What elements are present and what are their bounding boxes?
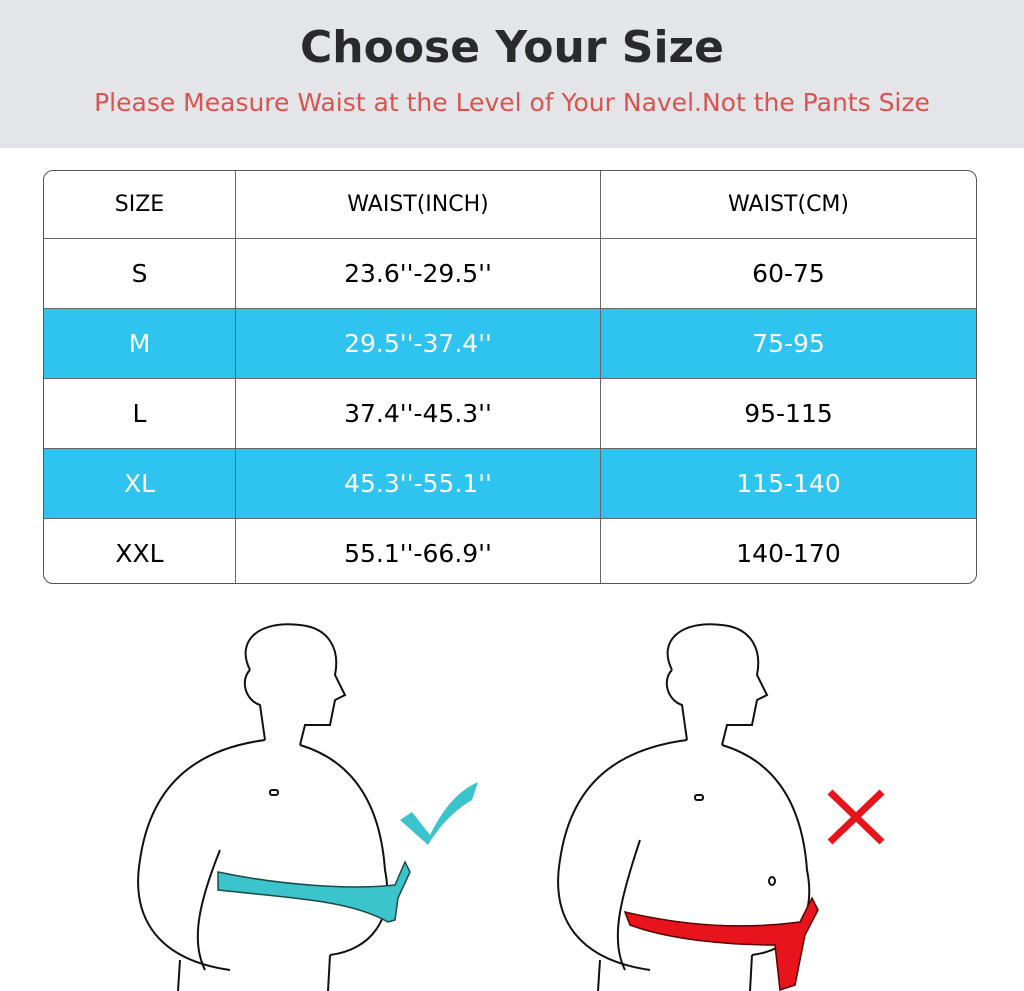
page-title: Choose Your Size [299,22,725,73]
size-cell: M [44,309,236,378]
column-header-size: SIZE [44,171,236,238]
cm-cell: 60-75 [752,259,825,288]
cm-cell: 115-140 [736,469,841,498]
size-table: SIZE WAIST(INCH) WAIST(CM) S 23.6''-29.5… [43,170,977,584]
figure-correct [137,623,389,991]
table-row: XL 45.3''-55.1'' 115-140 [44,448,976,518]
inch-cell: 45.3''-55.1'' [236,449,601,518]
size-cell: XXL [44,519,236,583]
column-header-inch: WAIST(INCH) [236,171,601,238]
column-header-cm: WAIST(CM) [728,192,849,217]
size-cell: S [44,239,236,308]
table-row: M 29.5''-37.4'' 75-95 [44,308,976,378]
table-row: XXL 55.1''-66.9'' 140-170 [44,518,976,583]
inch-cell: 29.5''-37.4'' [236,309,601,378]
table-row: L 37.4''-45.3'' 95-115 [44,378,976,448]
page-subtitle: Please Measure Waist at the Level of You… [94,88,930,117]
header-banner: Choose Your Size Please Measure Waist at… [0,0,1024,148]
inch-cell: 55.1''-66.9'' [236,519,601,583]
size-cell: L [44,379,236,448]
size-cell: XL [44,449,236,518]
check-icon [400,782,478,845]
measuring-tape-teal [217,860,411,923]
table-row: S 23.6''-29.5'' 60-75 [44,238,976,308]
inch-cell: 37.4''-45.3'' [236,379,601,448]
cm-cell: 75-95 [752,329,825,358]
cm-cell: 140-170 [736,539,841,568]
table-header-row: SIZE WAIST(INCH) WAIST(CM) [44,171,976,238]
inch-cell: 23.6''-29.5'' [236,239,601,308]
measuring-tape-red [623,896,819,991]
cross-icon [827,789,885,845]
cm-cell: 95-115 [744,399,833,428]
measurement-illustrations [137,623,885,991]
